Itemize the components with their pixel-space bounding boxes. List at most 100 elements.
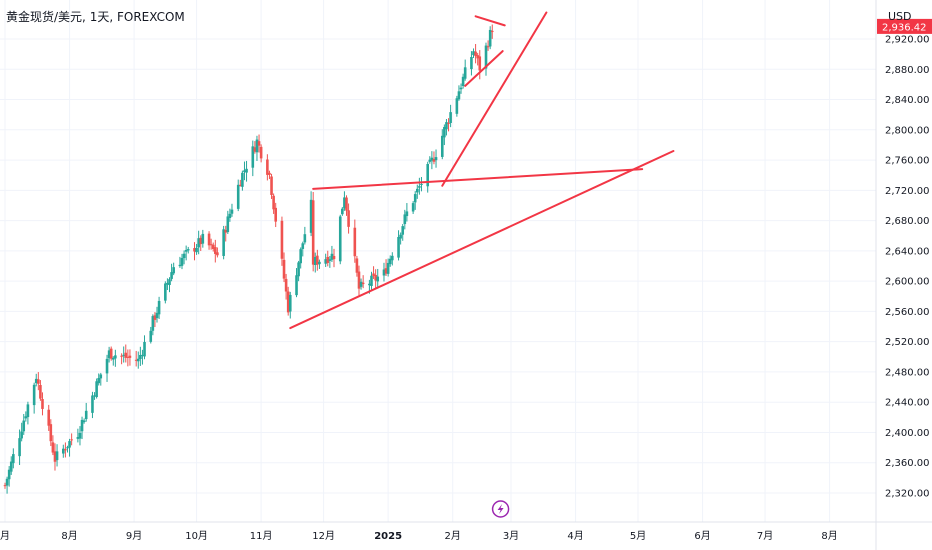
candle-down: [199, 237, 203, 245]
candle-up: [195, 247, 198, 253]
time-tick-label: 11月: [250, 530, 273, 542]
candle-down: [124, 352, 128, 358]
trendline[interactable]: [474, 15, 506, 27]
lightning-icon: [497, 504, 504, 514]
candle-up: [76, 437, 80, 439]
candle-down: [3, 485, 7, 487]
candle-up: [359, 281, 363, 287]
candle-down: [345, 197, 348, 211]
candle-down: [282, 259, 286, 279]
price-tick-label: 2,560.00: [885, 307, 930, 318]
price-tick-label: 2,840.00: [885, 95, 930, 106]
candle-up: [428, 159, 432, 162]
candle-up: [376, 276, 380, 282]
candle-up: [430, 157, 434, 161]
candle-down: [211, 244, 215, 249]
candle-up: [341, 208, 344, 215]
candle-down: [357, 271, 361, 289]
candle-up: [370, 275, 373, 287]
symbol-name: 黄金现货/美元: [6, 10, 83, 24]
candle-down: [280, 220, 284, 259]
candle-up: [484, 45, 488, 69]
candle-down: [355, 258, 359, 273]
trendline[interactable]: [312, 168, 644, 190]
candle-up: [155, 312, 159, 319]
candle-up: [95, 381, 98, 398]
candle-down: [432, 158, 436, 162]
candle-up: [170, 272, 173, 279]
candle-down: [253, 147, 257, 152]
candle-down: [286, 291, 290, 313]
candle-down: [372, 273, 375, 276]
candle-down: [257, 141, 261, 146]
candle-down: [311, 200, 315, 265]
candle-up: [295, 275, 298, 296]
candle-down: [316, 255, 319, 265]
candle-up: [66, 447, 69, 449]
candle-up: [91, 395, 94, 413]
candle-up: [303, 234, 307, 243]
candle-up: [328, 259, 332, 261]
candle-down: [476, 55, 479, 59]
trendline[interactable]: [289, 149, 675, 330]
time-tick-label: 8月: [821, 530, 837, 542]
time-tick-label: 5月: [630, 530, 646, 542]
candle-up: [434, 157, 438, 161]
time-tick-label: 月: [0, 530, 10, 542]
time-tick-label: 10月: [185, 530, 208, 542]
candle-down: [207, 233, 211, 246]
candle-up: [24, 416, 28, 419]
candle-up: [111, 357, 115, 360]
price-tick-label: 2,880.00: [885, 65, 930, 76]
trendline[interactable]: [464, 50, 504, 87]
candle-up: [368, 283, 371, 286]
time-tick-label: 9月: [126, 530, 142, 542]
candle-up: [343, 197, 346, 209]
time-tick-label: 6月: [694, 530, 710, 542]
candle-up: [318, 261, 321, 265]
candle-up: [251, 146, 255, 168]
candle-up: [99, 374, 103, 379]
candle-down: [272, 195, 275, 210]
price-tick-label: 2,640.00: [885, 246, 930, 257]
candle-up: [488, 29, 492, 47]
price-tick-label: 2,680.00: [885, 216, 930, 227]
candle-down: [128, 355, 132, 358]
candle-up: [338, 216, 342, 262]
currency-label[interactable]: USD: [888, 10, 912, 23]
candle-up: [84, 410, 88, 420]
candle-up: [413, 194, 417, 203]
candle-down: [326, 256, 330, 263]
candle-down: [259, 146, 263, 159]
trendline[interactable]: [441, 11, 548, 187]
candle-up: [22, 420, 26, 432]
candle-up: [68, 441, 71, 448]
price-tick-label: 2,800.00: [885, 125, 930, 136]
candle-up: [299, 249, 302, 264]
candle-up: [388, 258, 392, 265]
candle-up: [309, 199, 313, 233]
candle-up: [241, 172, 244, 187]
candle-down: [347, 210, 350, 227]
price-tick-label: 2,600.00: [885, 277, 930, 288]
candle-up: [397, 236, 400, 258]
price-tick-label: 2,440.00: [885, 398, 930, 409]
candle-down: [361, 282, 365, 285]
price-tick-label: 2,760.00: [885, 156, 930, 167]
candle-up: [228, 213, 232, 219]
candle-up: [164, 283, 167, 301]
candle-up: [301, 243, 305, 249]
time-tick-label: 7月: [757, 530, 773, 542]
candle-up: [297, 262, 300, 277]
candle-up: [426, 163, 430, 187]
candle-up: [62, 448, 65, 454]
candle-up: [136, 358, 140, 362]
candle-up: [107, 350, 111, 359]
candle-up: [151, 316, 155, 331]
candle-up: [440, 135, 444, 157]
candle-down: [239, 184, 242, 186]
candle-up: [78, 432, 82, 439]
candle-up: [139, 354, 142, 359]
